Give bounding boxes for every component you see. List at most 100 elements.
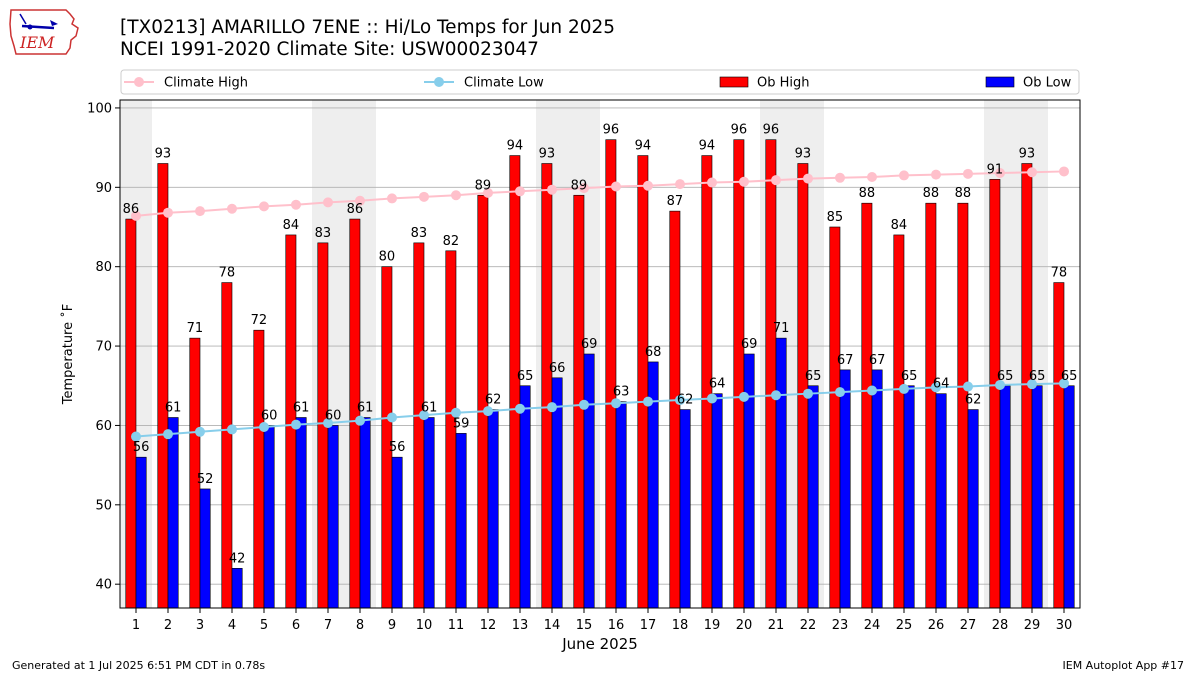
climate-low-point xyxy=(163,429,173,440)
ob-high-label: 88 xyxy=(859,186,876,201)
y-axis-title: Temperature ˚F xyxy=(60,304,76,405)
ob-high-bar xyxy=(253,329,265,609)
ob-low-bar xyxy=(295,417,307,609)
climate-high-point xyxy=(259,201,269,212)
ob-low-bar xyxy=(167,417,179,609)
legend-swatch-bar xyxy=(985,76,1015,88)
ob-low-label: 65 xyxy=(901,369,918,384)
climate-high-point xyxy=(387,193,397,204)
x-tick-label: 29 xyxy=(1024,618,1041,633)
ob-high-bar xyxy=(1053,282,1065,609)
legend-label: Ob High xyxy=(757,76,810,91)
plot-frame xyxy=(119,99,1081,609)
ob-low-label: 67 xyxy=(837,353,854,368)
climate-high-line xyxy=(135,170,1065,217)
climate-high-point xyxy=(707,177,717,188)
ob-high-label: 72 xyxy=(251,313,268,328)
climate-high-point xyxy=(963,168,973,179)
x-tick-label: 10 xyxy=(416,618,433,633)
ob-high-bar xyxy=(541,163,553,609)
ob-low-bar xyxy=(679,409,691,609)
ob-low-bar xyxy=(775,337,787,609)
ob-high-label: 96 xyxy=(603,123,620,138)
ob-low-label: 62 xyxy=(677,393,694,408)
climate-high-point xyxy=(227,203,237,214)
ob-low-label: 61 xyxy=(421,401,438,416)
climate-low-point xyxy=(227,424,237,435)
climate-low-point xyxy=(387,412,397,423)
y-tick-label: 100 xyxy=(87,101,112,116)
climate-high-point xyxy=(483,187,493,198)
climate-low-point xyxy=(995,379,1005,390)
ob-low-label: 64 xyxy=(709,377,726,392)
legend-swatch-marker xyxy=(434,77,444,87)
climate-high-point xyxy=(419,191,429,202)
ob-low-label: 65 xyxy=(1061,369,1078,384)
ob-high-label: 93 xyxy=(1019,147,1036,162)
x-tick-label: 30 xyxy=(1056,618,1073,633)
climate-low-point xyxy=(291,419,301,430)
x-tick-label: 14 xyxy=(544,618,561,633)
ob-low-bar xyxy=(519,385,531,609)
climate-low-point xyxy=(963,381,973,392)
x-tick-label: 13 xyxy=(512,618,529,633)
ob-low-label: 59 xyxy=(453,416,470,431)
x-tick-label: 2 xyxy=(164,618,172,633)
climate-low-point xyxy=(1027,379,1037,390)
y-tick-label: 90 xyxy=(95,181,112,196)
ob-high-bar xyxy=(797,163,809,609)
ob-high-label: 94 xyxy=(635,139,652,154)
climate-low-point xyxy=(547,402,557,413)
climate-high-point xyxy=(739,176,749,187)
ob-low-bar xyxy=(487,409,499,609)
ob-high-label: 85 xyxy=(827,210,844,225)
ob-low-label: 56 xyxy=(133,440,150,455)
x-tick-label: 1 xyxy=(132,618,140,633)
ob-high-bar xyxy=(925,202,937,609)
x-tick-label: 21 xyxy=(768,618,785,633)
ob-low-label: 60 xyxy=(325,408,342,423)
climate-high-point xyxy=(515,186,525,197)
y-tick-label: 70 xyxy=(95,340,112,355)
footer-app: IEM Autoplot App #17 xyxy=(1062,659,1185,672)
ob-high-bar xyxy=(861,202,873,609)
ob-high-label: 96 xyxy=(763,123,780,138)
ob-low-bar xyxy=(935,393,947,609)
ob-high-label: 89 xyxy=(475,178,492,193)
ob-low-bar xyxy=(871,369,883,609)
climate-low-point xyxy=(483,406,493,417)
ob-high-label: 78 xyxy=(1051,266,1068,281)
x-tick-label: 22 xyxy=(800,618,817,633)
climate-high-point xyxy=(355,195,365,206)
ob-high-bar xyxy=(669,210,681,609)
x-tick-label: 28 xyxy=(992,618,1009,633)
ob-high-label: 71 xyxy=(187,321,204,336)
ob-high-label: 88 xyxy=(955,186,972,201)
ob-low-label: 65 xyxy=(805,369,822,384)
ob-high-bar xyxy=(637,155,649,609)
ob-high-bar xyxy=(125,218,137,609)
ob-low-bar xyxy=(455,433,467,609)
ob-low-bar xyxy=(1031,385,1043,609)
climate-low-point xyxy=(515,403,525,414)
ob-low-bar xyxy=(615,401,627,609)
ob-low-label: 65 xyxy=(997,369,1014,384)
ob-low-label: 69 xyxy=(581,337,598,352)
ob-high-label: 91 xyxy=(987,162,1004,177)
x-tick-label: 18 xyxy=(672,618,689,633)
x-tick-label: 12 xyxy=(480,618,497,633)
ob-low-bar xyxy=(423,417,435,609)
ob-low-bar xyxy=(359,417,371,609)
climate-high-point xyxy=(131,210,141,221)
iowa-outline-icon xyxy=(9,9,79,55)
ob-low-bar xyxy=(839,369,851,609)
ob-high-bar xyxy=(765,139,777,609)
climate-high-point xyxy=(323,197,333,208)
ob-low-label: 68 xyxy=(645,345,662,360)
legend-label: Ob Low xyxy=(1023,76,1072,91)
climate-low-point xyxy=(739,391,749,402)
legend-swatch-marker xyxy=(134,77,144,87)
ob-high-label: 78 xyxy=(219,266,236,281)
climate-low-point xyxy=(899,383,909,394)
